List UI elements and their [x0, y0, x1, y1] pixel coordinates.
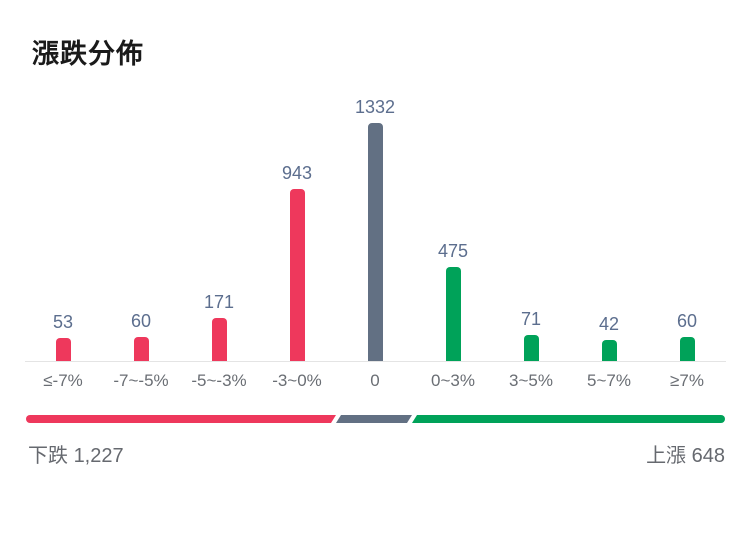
- bar-value-label: 71: [520, 309, 542, 329]
- x-axis-label: 0: [370, 371, 380, 390]
- ratio-segment-down: [26, 415, 336, 423]
- x-axis-label: -7~-5%: [113, 371, 169, 390]
- bar-column: 60: [648, 95, 726, 361]
- x-axis-label: 3~5%: [509, 371, 553, 390]
- bar-down: [133, 337, 149, 361]
- bar-column: 42: [570, 95, 648, 361]
- distribution-chart: 53 60 171 943 1332 475 71 42 60 ≤-7% -7~-5% -5~-3%…: [0, 95, 750, 392]
- bar-column: 171: [180, 95, 258, 361]
- bar-up: [601, 340, 617, 361]
- up-summary-count: 648: [691, 445, 725, 467]
- bar-up: [523, 335, 539, 361]
- bar-column: 60: [102, 95, 180, 361]
- rise-fall-distribution-card: 漲跌分佈 53 60 171 943 1332 475 71 42 60 ≤-7% -7~-5% -…: [0, 38, 750, 545]
- up-summary: 上漲 648: [646, 444, 725, 468]
- bar-value-label: 1332: [354, 97, 396, 117]
- x-axis-label: -3~0%: [272, 371, 322, 390]
- ratio-segment-up: [412, 415, 725, 423]
- sentiment-ratio-bar: [26, 415, 725, 423]
- bar-column: 71: [492, 95, 570, 361]
- bar-value-label: 60: [676, 311, 698, 331]
- up-summary-label: 上漲: [646, 445, 687, 467]
- x-axis-label: ≤-7%: [43, 371, 83, 390]
- bar-value-label: 53: [52, 312, 74, 332]
- bar-up: [679, 337, 695, 361]
- x-axis-label: 0~3%: [431, 371, 475, 390]
- bar-value-label: 475: [437, 241, 469, 261]
- bar-columns: 53 60 171 943 1332 475 71 42 60: [24, 95, 726, 361]
- bar-column: 475: [414, 95, 492, 361]
- bar-column: 53: [24, 95, 102, 361]
- ratio-segment-flat: [336, 415, 412, 423]
- x-axis-label: 5~7%: [587, 371, 631, 390]
- x-axis-label: -5~-3%: [191, 371, 247, 390]
- summary-row: 下跌 1,227 上漲 648: [28, 444, 725, 468]
- page-title: 漲跌分佈: [32, 39, 144, 69]
- bar-column: 943: [258, 95, 336, 361]
- x-axis-label: ≥7%: [670, 371, 704, 390]
- bar-column: 1332: [336, 95, 414, 361]
- down-summary-count: 1,227: [73, 445, 124, 467]
- bar-down: [55, 338, 71, 361]
- bar-value-label: 171: [203, 292, 235, 312]
- bar-down: [289, 189, 305, 361]
- x-axis-line: [25, 361, 726, 362]
- down-summary: 下跌 1,227: [28, 444, 124, 468]
- bar-flat: [367, 123, 383, 361]
- category-labels: ≤-7% -7~-5% -5~-3% -3~0% 0 0~3% 3~5% 5~7% ≥7%: [24, 362, 726, 392]
- down-summary-label: 下跌: [28, 445, 68, 467]
- bar-value-label: 943: [281, 163, 313, 183]
- bar-value-label: 42: [598, 314, 620, 334]
- bar-value-label: 60: [130, 311, 152, 331]
- bar-up: [445, 267, 461, 361]
- bar-down: [211, 318, 227, 361]
